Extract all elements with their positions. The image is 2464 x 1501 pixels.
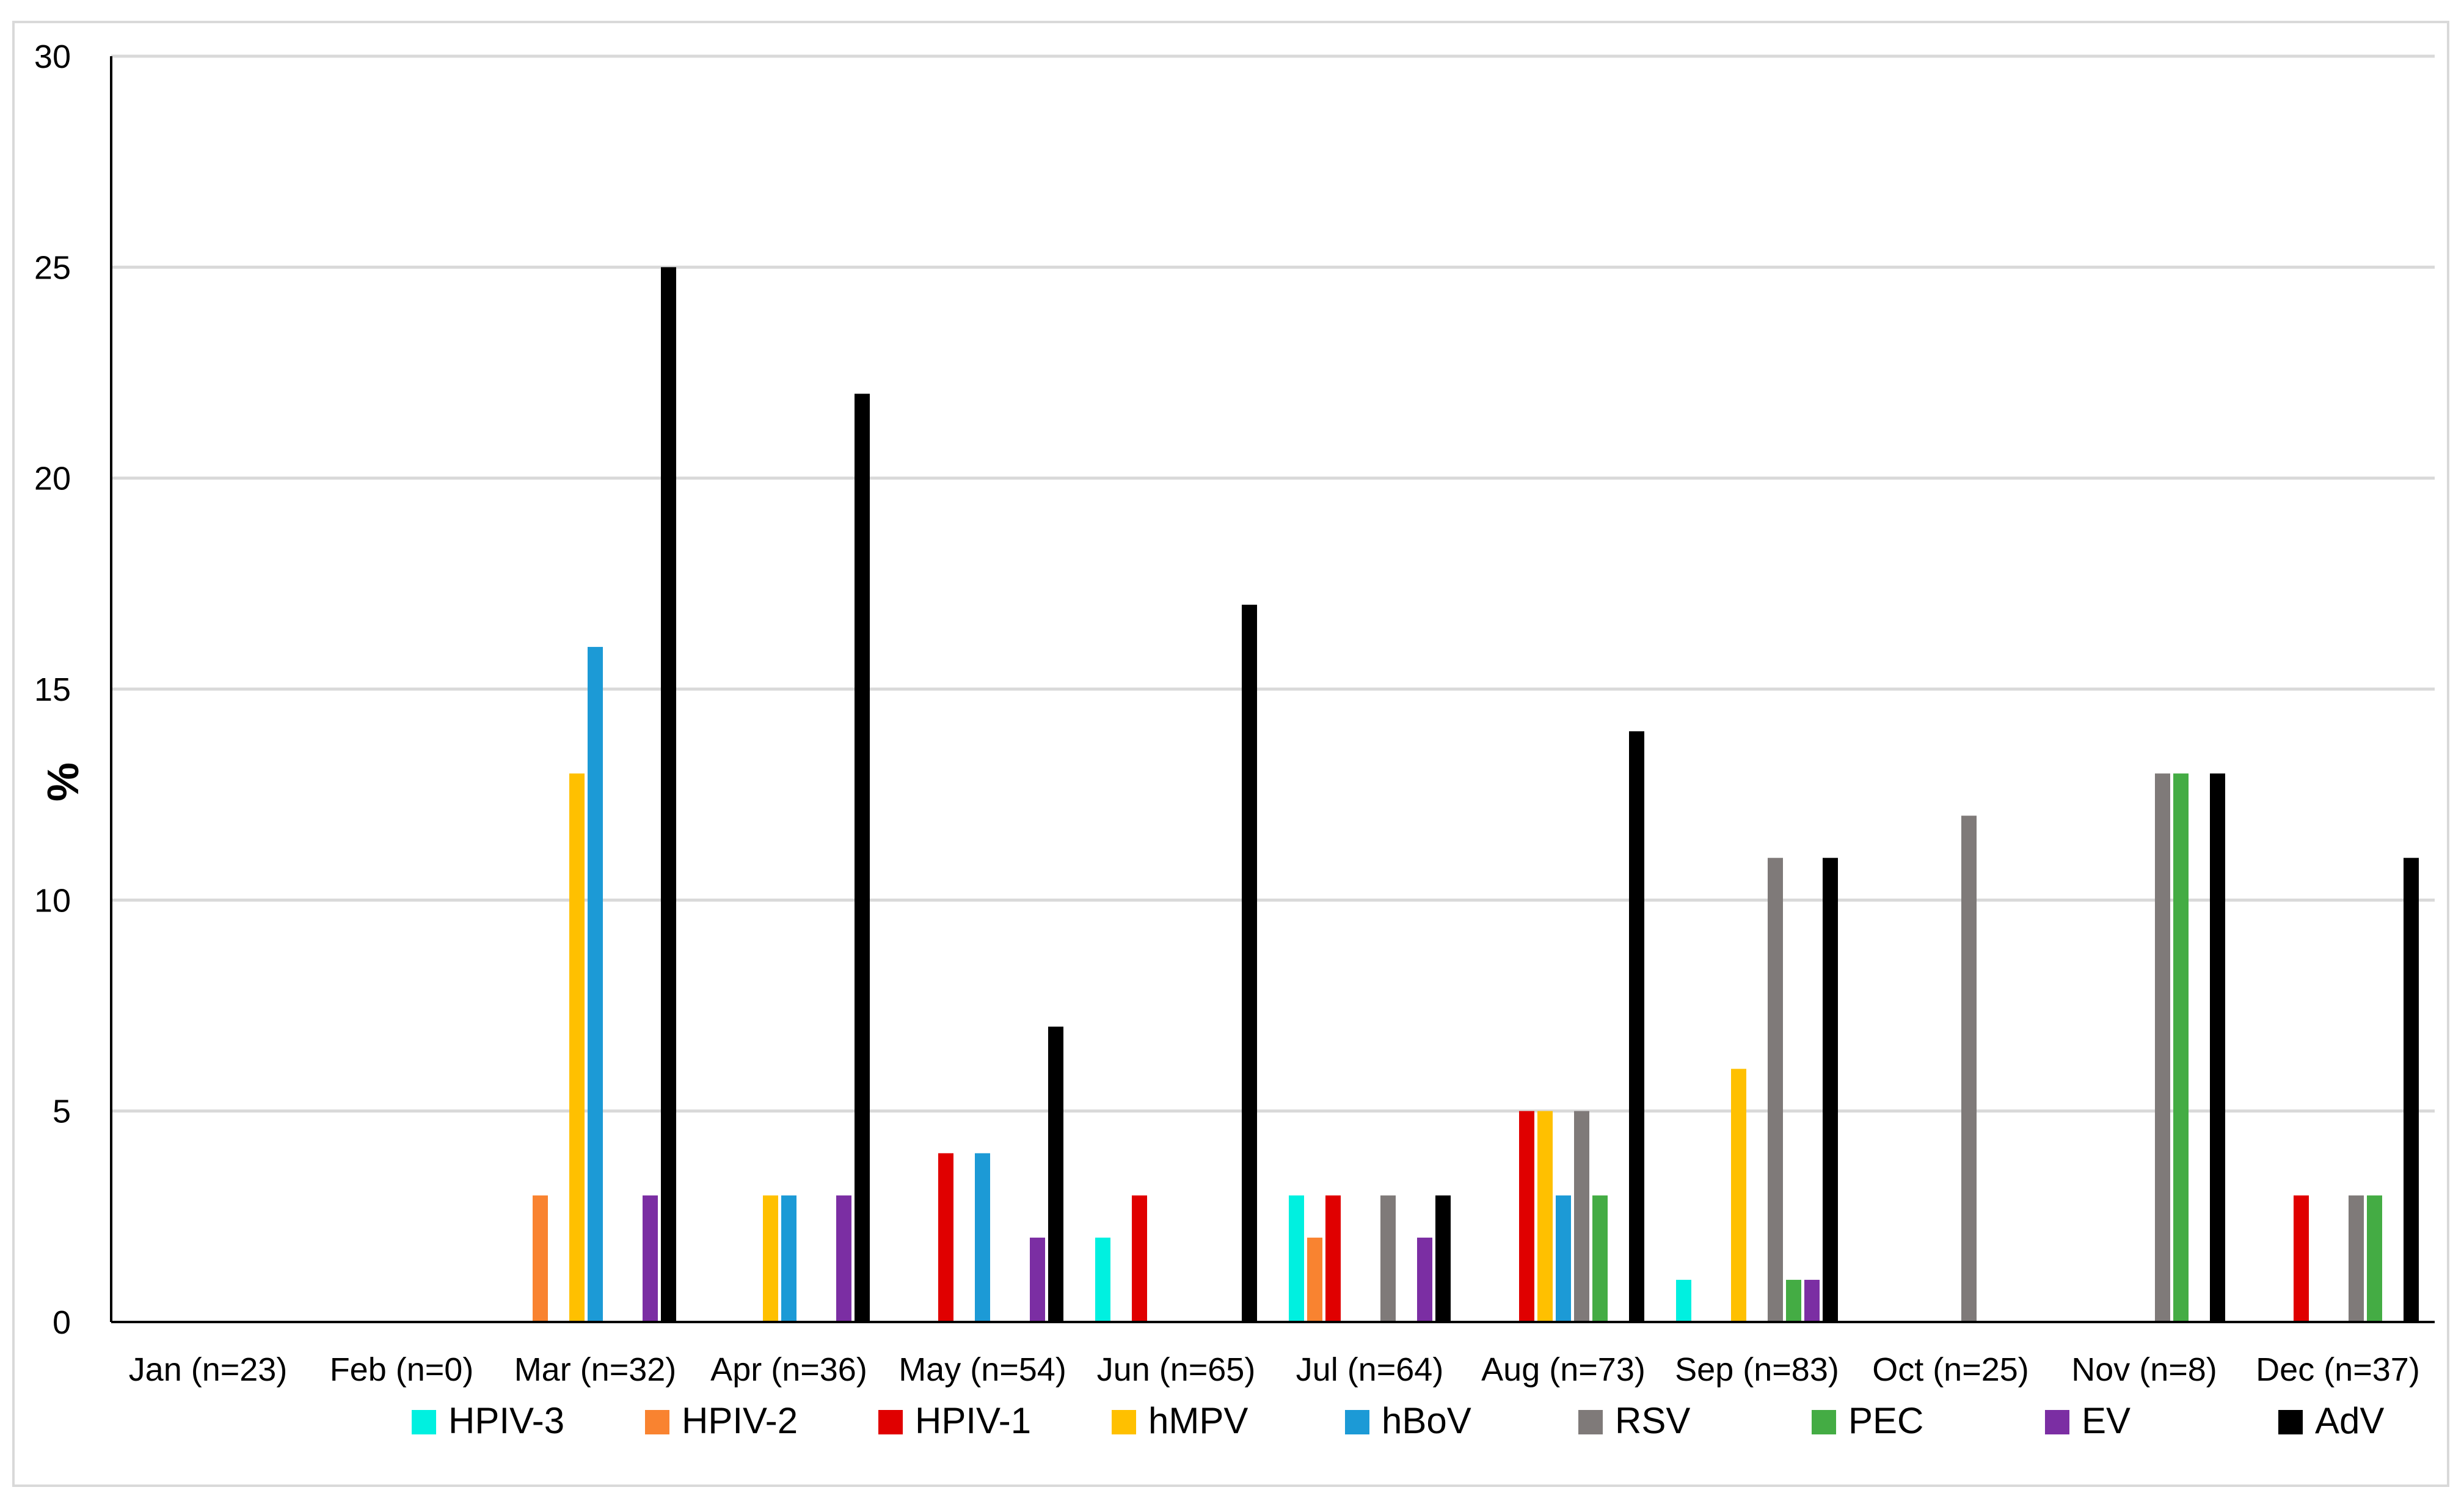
bar-rsv-9	[1768, 858, 1783, 1322]
bar-hpiv-3-6	[1095, 1237, 1110, 1322]
bar-adv-8	[1629, 731, 1644, 1322]
bar-ev-4	[836, 1195, 851, 1322]
y-axis-label: %	[39, 762, 88, 802]
bar-chart: 0 5 10 15 20 25 30 Jan (n=23) Feb (n=0) Mar (n=3…	[34, 38, 2435, 1441]
legend-swatch	[1112, 1410, 1136, 1434]
bar-ev-9	[1804, 1279, 1820, 1322]
x-category-label: Jul (n=64)	[1296, 1351, 1444, 1388]
legend-label: EV	[2082, 1400, 2130, 1441]
x-category-label: Oct (n=25)	[1872, 1351, 2029, 1388]
x-category-label: Dec (n=37)	[2256, 1351, 2420, 1388]
gridlines	[111, 54, 2435, 1113]
legend-swatch	[878, 1410, 903, 1434]
chart-frame: 0 5 10 15 20 25 30 Jan (n=23) Feb (n=0) Mar (n=3…	[12, 21, 2449, 1487]
legend-label: hMPV	[1148, 1400, 1248, 1441]
bar-rsv-7	[1380, 1195, 1396, 1322]
bar-rsv-12	[2349, 1195, 2364, 1322]
y-tick-label: 5	[53, 1094, 71, 1130]
bar-hbov-5	[975, 1153, 990, 1322]
bar-hmpv-3	[569, 773, 585, 1322]
bar-ev-5	[1030, 1237, 1045, 1322]
bar-hpiv-2-3	[533, 1195, 548, 1322]
bar-hbov-4	[781, 1195, 796, 1322]
y-tick-label: 0	[53, 1304, 71, 1341]
legend-label: PEC	[1848, 1400, 1923, 1441]
x-category-label: Sep (n=83)	[1675, 1351, 1839, 1388]
x-category-label: Jan (n=23)	[129, 1351, 288, 1388]
y-tick-label: 30	[34, 38, 71, 75]
bar-ev-3	[643, 1195, 658, 1322]
y-tick-label: 25	[34, 249, 71, 286]
bar-hmpv-9	[1731, 1068, 1746, 1322]
bar-hpiv-3-9	[1676, 1279, 1691, 1322]
legend-label: AdV	[2315, 1400, 2384, 1441]
legend-item-hpiv-3: HPIV-3	[412, 1400, 564, 1441]
legend-swatch	[645, 1410, 669, 1434]
bar-hpiv-1-5	[938, 1153, 953, 1322]
bar-hpiv-3-7	[1289, 1195, 1304, 1322]
legend-swatch	[1578, 1410, 1603, 1434]
bar-rsv-8	[1574, 1111, 1589, 1322]
bar-adv-11	[2210, 773, 2225, 1322]
bar-hmpv-8	[1537, 1111, 1553, 1322]
x-axis-categories: Jan (n=23) Feb (n=0) Mar (n=32) Apr (n=36) M…	[129, 1351, 2420, 1388]
legend-swatch	[1345, 1410, 1369, 1434]
legend-item-hbov: hBoV	[1345, 1400, 1471, 1441]
bar-adv-3	[661, 267, 676, 1322]
legend-item-rsv: RSV	[1578, 1400, 1690, 1441]
legend-swatch	[2278, 1410, 2303, 1434]
legend-swatch	[1812, 1410, 1836, 1434]
bars	[533, 267, 2419, 1322]
bar-pec-8	[1592, 1195, 1608, 1322]
bar-adv-4	[855, 393, 870, 1322]
x-category-label: Apr (n=36)	[710, 1351, 867, 1388]
legend-item-hpiv-1: HPIV-1	[878, 1400, 1031, 1441]
legend-label: HPIV-2	[682, 1400, 798, 1441]
legend-swatch	[2045, 1410, 2069, 1434]
bar-pec-12	[2367, 1195, 2382, 1322]
legend-label: RSV	[1615, 1400, 1690, 1441]
bar-hpiv-1-7	[1325, 1195, 1341, 1322]
bar-rsv-11	[2155, 773, 2170, 1322]
legend-label: HPIV-3	[448, 1400, 564, 1441]
x-category-label: Jun (n=65)	[1097, 1351, 1256, 1388]
x-category-label: May (n=54)	[898, 1351, 1066, 1388]
bar-pec-11	[2173, 773, 2189, 1322]
legend-item-ev: EV	[2045, 1400, 2130, 1441]
bar-hpiv-2-7	[1307, 1237, 1322, 1322]
bar-adv-5	[1048, 1026, 1063, 1322]
bar-pec-9	[1786, 1279, 1801, 1322]
bar-ev-7	[1417, 1237, 1432, 1322]
bar-hpiv-1-6	[1132, 1195, 1147, 1322]
legend-item-pec: PEC	[1812, 1400, 1923, 1441]
bar-hbov-8	[1556, 1195, 1571, 1322]
x-category-label: Feb (n=0)	[330, 1351, 474, 1388]
bar-adv-7	[1435, 1195, 1451, 1322]
x-category-label: Aug (n=73)	[1481, 1351, 1646, 1388]
bar-hpiv-1-8	[1519, 1111, 1534, 1322]
y-axis-ticks: 0 5 10 15 20 25 30	[34, 38, 71, 1341]
bar-hpiv-1-12	[2294, 1195, 2309, 1322]
y-tick-label: 10	[34, 882, 71, 919]
legend-item-hmpv: hMPV	[1112, 1400, 1248, 1441]
legend-item-hpiv-2: HPIV-2	[645, 1400, 798, 1441]
bar-hmpv-4	[763, 1195, 778, 1322]
legend-label: HPIV-1	[915, 1400, 1031, 1441]
legend-swatch	[412, 1410, 436, 1434]
bar-adv-9	[1823, 858, 1838, 1322]
y-tick-label: 20	[34, 461, 71, 497]
legend-label: hBoV	[1382, 1400, 1471, 1441]
y-tick-label: 15	[34, 671, 71, 708]
bar-adv-6	[1242, 604, 1257, 1322]
legend: HPIV-3 HPIV-2 HPIV-1 hMPV hBoV RSV PEC EV AdV	[412, 1400, 2384, 1441]
legend-item-adv: AdV	[2278, 1400, 2384, 1441]
bar-hbov-3	[588, 646, 603, 1322]
bar-adv-12	[2404, 858, 2419, 1322]
x-category-label: Nov (n=8)	[2071, 1351, 2217, 1388]
bar-rsv-10	[1961, 816, 1977, 1322]
x-category-label: Mar (n=32)	[514, 1351, 677, 1388]
